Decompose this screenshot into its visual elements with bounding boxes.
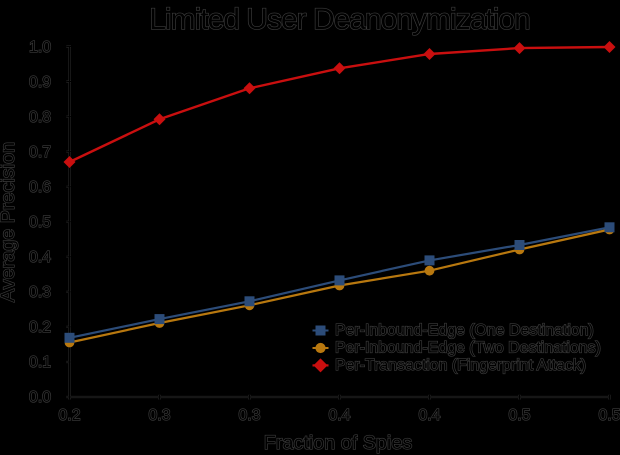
- svg-text:0.2: 0.2: [59, 407, 81, 424]
- svg-text:Per-Inbound-Edge (One Destinat: Per-Inbound-Edge (One Destination): [335, 322, 594, 339]
- svg-text:0.5: 0.5: [29, 214, 51, 231]
- svg-text:0.8: 0.8: [29, 109, 51, 126]
- svg-text:Limited User Deanonymization: Limited User Deanonymization: [149, 3, 530, 36]
- svg-text:Per-Inbound-Edge (Two Destinat: Per-Inbound-Edge (Two Destinations): [335, 340, 601, 357]
- svg-text:0.6: 0.6: [29, 179, 51, 196]
- svg-text:Average Precision: Average Precision: [0, 142, 19, 302]
- svg-text:0.9: 0.9: [29, 74, 51, 91]
- svg-text:0.0: 0.0: [29, 389, 51, 406]
- svg-text:0.3: 0.3: [149, 407, 171, 424]
- svg-text:0.5: 0.5: [599, 407, 620, 424]
- svg-text:0.7: 0.7: [29, 144, 51, 161]
- svg-text:0.2: 0.2: [29, 319, 51, 336]
- svg-text:0.5: 0.5: [509, 407, 531, 424]
- svg-text:0.3: 0.3: [29, 284, 51, 301]
- svg-text:0.4: 0.4: [419, 407, 441, 424]
- svg-text:0.3: 0.3: [239, 407, 261, 424]
- svg-text:Per-Transaction (Fingerprint A: Per-Transaction (Fingerprint Attack): [335, 357, 586, 374]
- svg-text:1.0: 1.0: [29, 39, 51, 56]
- svg-text:Fraction of Spies: Fraction of Spies: [264, 432, 413, 454]
- svg-text:0.4: 0.4: [329, 407, 351, 424]
- svg-text:0.1: 0.1: [29, 354, 51, 371]
- svg-text:0.4: 0.4: [29, 249, 51, 266]
